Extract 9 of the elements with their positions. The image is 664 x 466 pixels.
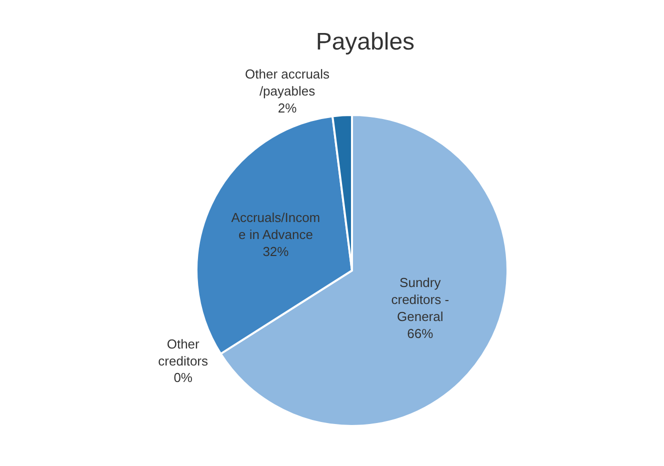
slice-label: Accruals/Income in Advance: [231, 210, 320, 242]
data-label: 66%: [407, 326, 434, 341]
text: 0%: [174, 370, 192, 386]
data-label: 32%: [262, 244, 290, 259]
slice-label: Sundry creditors - General: [391, 275, 450, 324]
data-label: 2%: [278, 100, 298, 116]
chart-title: Payables: [316, 28, 415, 56]
slice-label: Other accruals/payables: [245, 66, 330, 99]
category-label: Other creditors: [158, 336, 208, 368]
